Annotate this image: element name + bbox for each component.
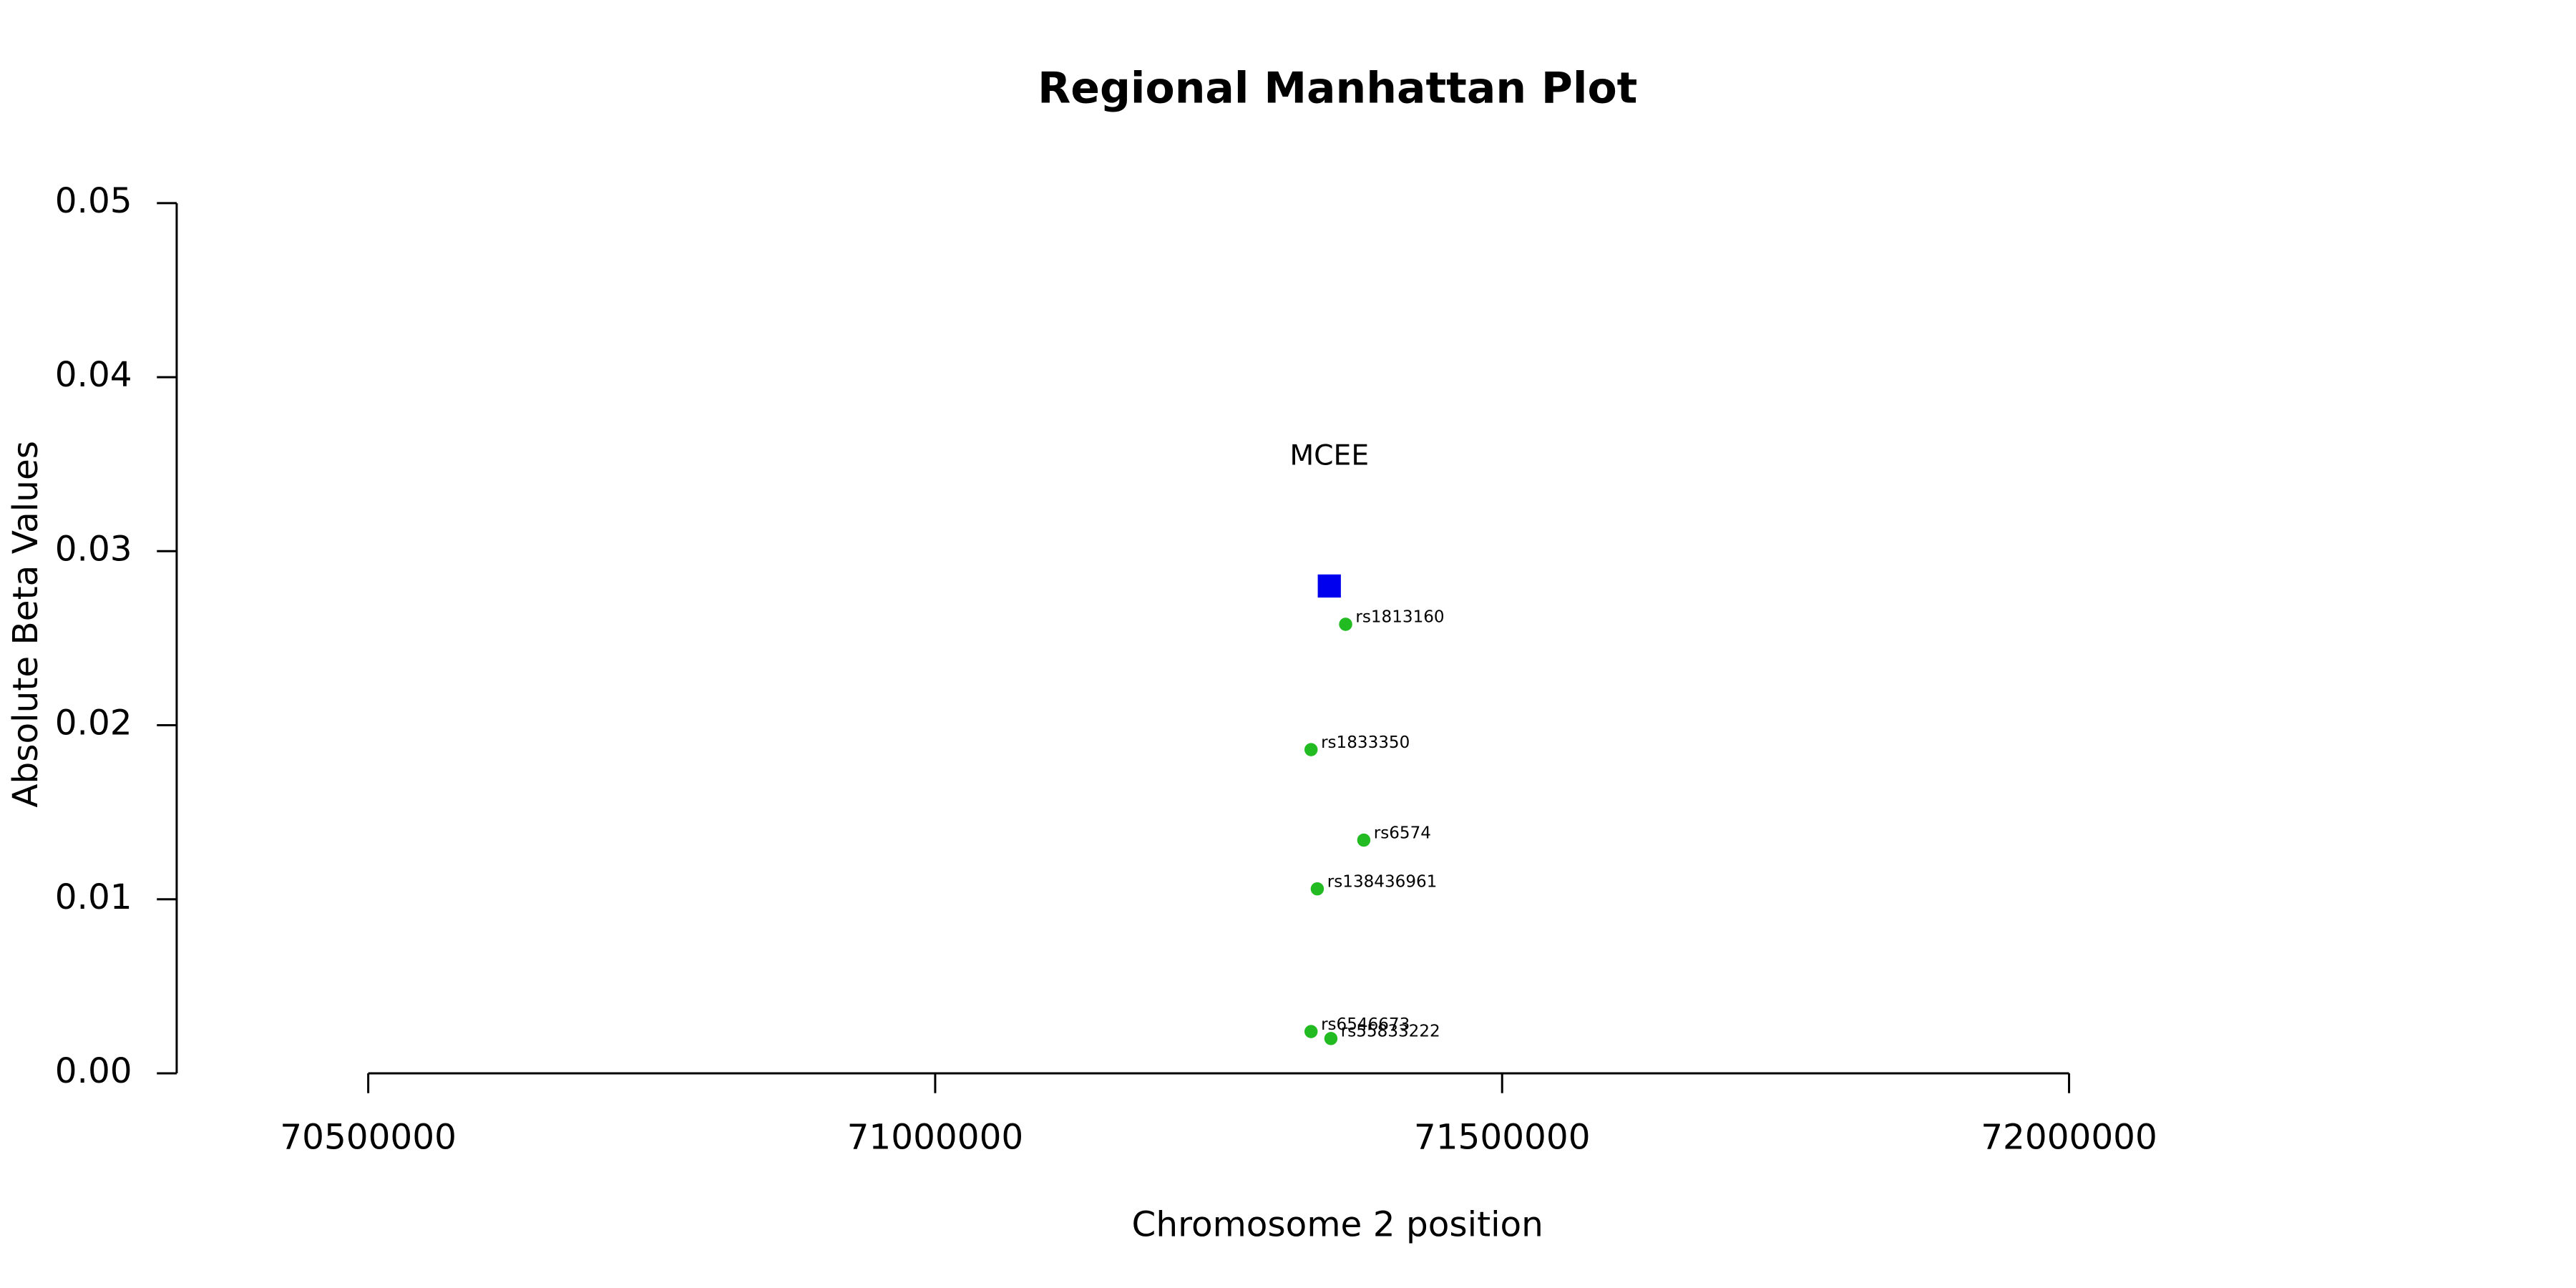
snp-point [1310, 882, 1324, 896]
snp-label: rs138436961 [1327, 872, 1438, 891]
y-axis-label: Absolute Beta Values [6, 441, 46, 808]
y-tick-label: 0.04 [55, 355, 132, 395]
y-tick-label: 0.02 [55, 703, 132, 743]
gene-label: MCEE [1289, 439, 1369, 472]
snp-point [1304, 1025, 1318, 1038]
snp-point [1324, 1032, 1338, 1045]
x-tick-label: 71500000 [1414, 1117, 1591, 1157]
snp-label: rs6546673 [1321, 1015, 1410, 1034]
y-tick-label: 0.01 [55, 877, 132, 917]
snp-label: rs1813160 [1355, 608, 1444, 627]
snp-label: rs6574 [1374, 824, 1431, 842]
snp-label: rs55833222 [1341, 1023, 1440, 1041]
x-axis-label: Chromosome 2 position [1132, 1205, 1543, 1245]
snp-point [1339, 618, 1352, 631]
x-tick-label: 71000000 [847, 1117, 1024, 1157]
gene-marker [1317, 574, 1341, 598]
snp-point [1357, 833, 1371, 847]
y-tick-label: 0.05 [55, 181, 132, 221]
snp-point [1304, 743, 1318, 756]
chart-title: Regional Manhattan Plot [1038, 64, 1637, 114]
y-tick-label: 0.03 [55, 529, 132, 569]
x-tick-label: 72000000 [1981, 1117, 2157, 1157]
x-tick-label: 70500000 [280, 1117, 457, 1157]
y-tick-label: 0.00 [55, 1051, 132, 1091]
snp-label: rs1833350 [1321, 733, 1410, 752]
